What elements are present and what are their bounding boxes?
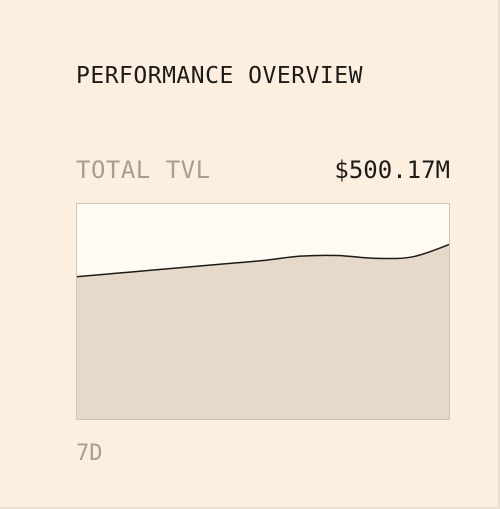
panel-title: PERFORMANCE OVERVIEW	[76, 63, 363, 89]
chart-border	[76, 203, 450, 420]
tvl-area-chart	[76, 203, 450, 420]
tvl-area-fill	[76, 244, 450, 419]
period-label-7d[interactable]: 7D	[76, 441, 103, 466]
tvl-chart-svg	[76, 203, 450, 420]
total-tvl-label: TOTAL TVL	[76, 156, 211, 184]
total-tvl-value: $500.17M	[334, 156, 450, 184]
tvl-series-line	[76, 243, 450, 278]
